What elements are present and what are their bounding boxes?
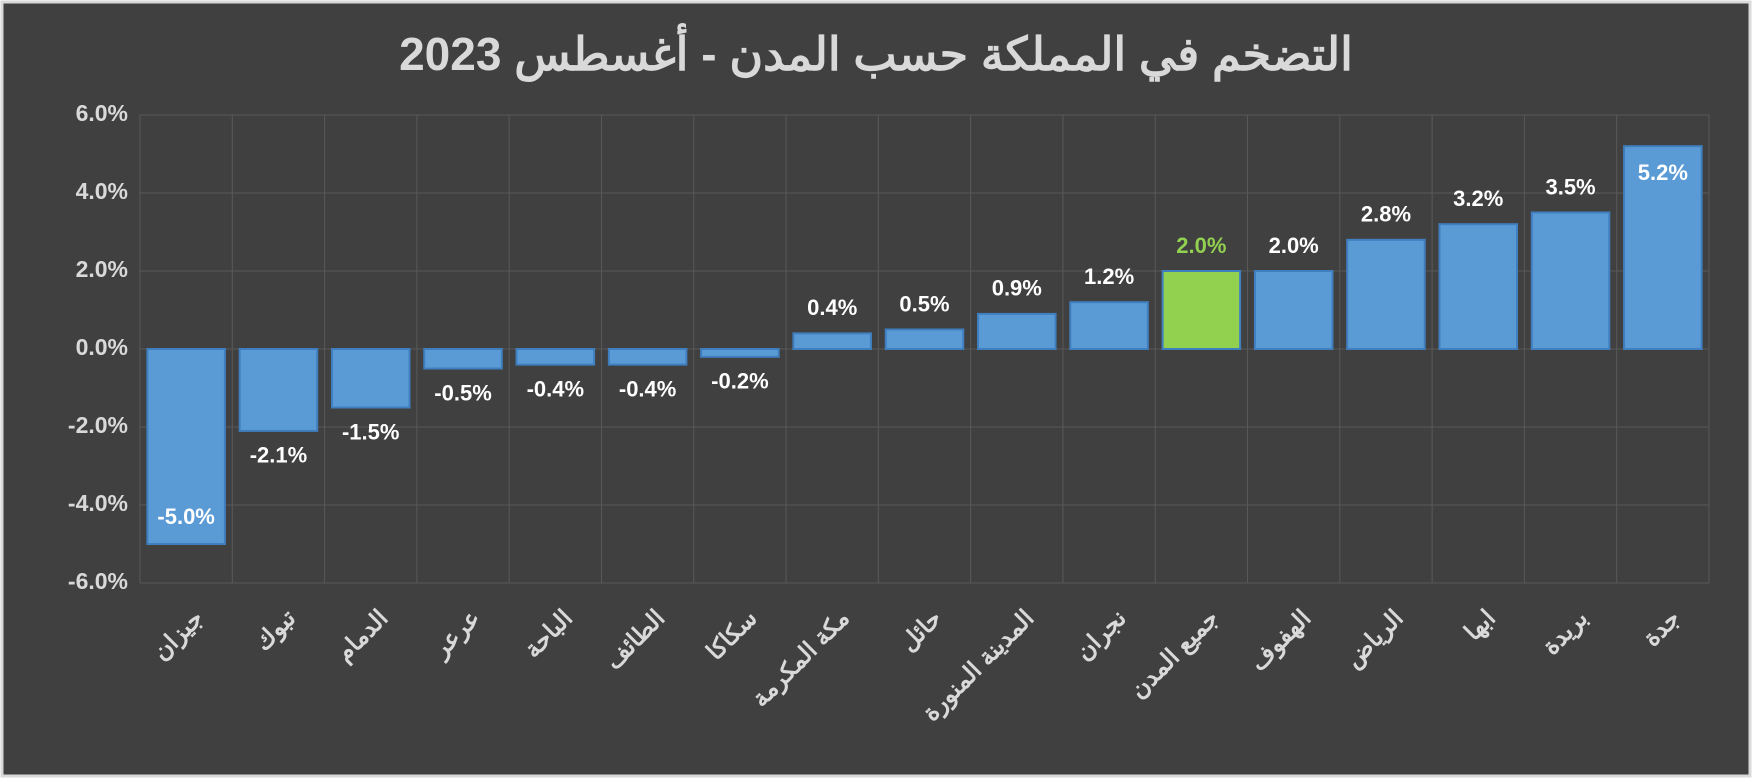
data-label: 2.8% [1361, 202, 1411, 227]
data-label: -0.2% [711, 369, 768, 394]
y-tick-label: 0.0% [76, 334, 128, 360]
data-label: -0.5% [434, 380, 491, 405]
data-label: 3.2% [1453, 186, 1503, 211]
data-label: 3.5% [1545, 174, 1595, 199]
y-tick-label: -6.0% [68, 568, 128, 594]
bar [884, 328, 965, 350]
bar [1161, 270, 1242, 350]
data-label: 2.0% [1176, 233, 1226, 258]
data-label: 2.0% [1269, 233, 1319, 258]
bar [515, 348, 596, 366]
y-tick-label: 6.0% [76, 100, 128, 126]
data-label: -5.0% [157, 504, 214, 529]
data-label: 0.5% [899, 291, 949, 316]
bar [1623, 145, 1703, 350]
y-tick-label: -2.0% [68, 412, 128, 438]
bar [330, 348, 411, 409]
data-label: 0.9% [992, 276, 1042, 301]
bar [1438, 223, 1519, 350]
data-label: 0.4% [807, 295, 857, 320]
data-label: -1.5% [342, 419, 399, 444]
bar [792, 332, 872, 350]
data-label: -2.1% [250, 443, 307, 468]
data-label: 5.2% [1638, 160, 1688, 185]
bar [1253, 270, 1334, 350]
data-label: -0.4% [527, 376, 584, 401]
y-tick-label: 2.0% [76, 256, 128, 282]
chart-title: التضخم في المملكة حسب المدن - أغسطس 2023 [399, 23, 1353, 82]
bar [1346, 238, 1426, 350]
bar [607, 348, 688, 366]
bar [1069, 301, 1149, 351]
bar [146, 348, 226, 545]
data-label: -0.4% [619, 376, 676, 401]
y-tick-label: -4.0% [68, 490, 128, 516]
data-label: 1.2% [1084, 264, 1134, 289]
bar [700, 348, 780, 358]
bar [238, 348, 319, 432]
bar [1530, 211, 1611, 350]
bar [977, 312, 1057, 350]
y-tick-label: 4.0% [76, 178, 128, 204]
bar [423, 348, 503, 370]
